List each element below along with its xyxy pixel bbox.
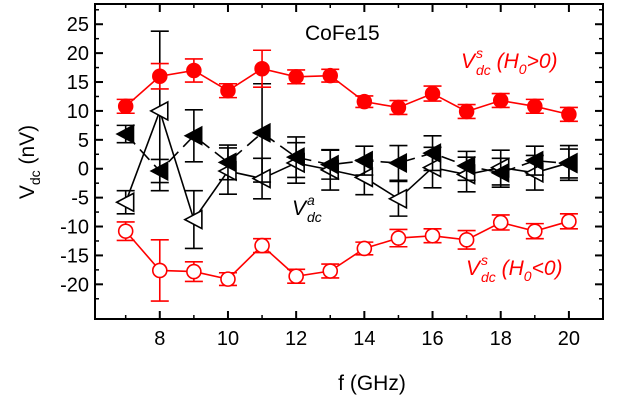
y-tick-label: -10 bbox=[60, 217, 89, 239]
x-tick-label: 12 bbox=[285, 328, 307, 350]
data-point bbox=[422, 143, 442, 164]
data-point bbox=[322, 67, 338, 84]
data-point bbox=[254, 60, 270, 77]
plot-frame bbox=[94, 3, 604, 320]
data-point bbox=[424, 227, 441, 244]
data-point bbox=[492, 214, 509, 231]
y-tick-label: 0 bbox=[78, 159, 89, 181]
data-point bbox=[524, 150, 544, 171]
data-point bbox=[115, 124, 135, 145]
x-tick-label: 20 bbox=[558, 328, 580, 350]
vs-pos-rest-sub: 0 bbox=[519, 61, 527, 77]
y-tick-label: -15 bbox=[60, 245, 89, 267]
axis-tick-labels: 8 10 12 14 16 18 20 -20 -15 -10 -5 0 5 10 15 20 25 bbox=[60, 14, 580, 350]
y-tick-label: 25 bbox=[67, 14, 89, 36]
x-axis-title: f (GHz) bbox=[338, 372, 406, 395]
data-point bbox=[354, 150, 373, 171]
vs-pos-rest: (H bbox=[491, 50, 520, 73]
vs-neg-rest: (H bbox=[496, 257, 525, 280]
y-axis-title: Vdc (nV) bbox=[16, 125, 43, 199]
data-point bbox=[387, 188, 408, 210]
data-point bbox=[220, 82, 236, 99]
vs-neg-sub: dc bbox=[481, 269, 496, 285]
series-va-filled bbox=[115, 82, 578, 189]
x-tick-label: 18 bbox=[490, 328, 512, 350]
data-point bbox=[288, 268, 304, 285]
data-point bbox=[424, 85, 441, 102]
y-tick-label: 5 bbox=[78, 130, 89, 152]
data-point bbox=[114, 191, 135, 213]
series-layer bbox=[114, 30, 578, 302]
x-tick-label: 16 bbox=[421, 328, 443, 350]
vs-neg-base: V bbox=[466, 257, 482, 280]
data-point bbox=[251, 122, 271, 143]
legend-label-vs-negative: Vs dc (H0<0) bbox=[466, 252, 563, 285]
data-point bbox=[149, 100, 169, 122]
vs-neg-rest-sub: 0 bbox=[524, 268, 532, 284]
x-tick-label: 8 bbox=[154, 328, 165, 350]
data-point bbox=[492, 92, 509, 109]
data-point bbox=[388, 152, 408, 173]
x-tick-label: 14 bbox=[353, 328, 375, 350]
data-point bbox=[390, 99, 407, 116]
x-tick-label: 10 bbox=[217, 328, 239, 350]
data-point bbox=[186, 263, 202, 280]
data-point bbox=[390, 230, 407, 246]
y-axis-title-sub: dc bbox=[27, 170, 43, 185]
y-axis-title-main: V bbox=[16, 185, 39, 199]
series-vs-neg bbox=[116, 213, 578, 302]
y-tick-label: 15 bbox=[67, 72, 89, 94]
data-point bbox=[319, 154, 339, 175]
y-tick-label: 10 bbox=[67, 101, 89, 123]
y-tick-label: -20 bbox=[60, 274, 89, 296]
data-point bbox=[220, 271, 236, 287]
vs-neg-sup: s bbox=[481, 252, 488, 268]
data-point bbox=[183, 125, 203, 146]
data-point bbox=[458, 232, 475, 248]
data-point bbox=[558, 153, 578, 174]
plot-area bbox=[94, 3, 604, 320]
data-point bbox=[356, 240, 373, 257]
data-point bbox=[149, 161, 169, 182]
data-point bbox=[561, 106, 577, 123]
vs-pos-sup: s bbox=[476, 45, 483, 61]
data-point bbox=[117, 98, 134, 115]
data-point bbox=[151, 262, 168, 279]
series-vs-pos bbox=[116, 49, 578, 123]
vs-pos-base: V bbox=[461, 50, 477, 73]
y-tick-label: -5 bbox=[71, 188, 89, 210]
data-point bbox=[285, 147, 305, 168]
axis-ticks bbox=[95, 4, 604, 319]
data-point bbox=[527, 98, 543, 115]
y-axis-title-unit: (nV) bbox=[16, 125, 39, 171]
y-tick-label: 20 bbox=[67, 43, 89, 65]
data-point bbox=[561, 213, 577, 230]
data-point bbox=[254, 237, 270, 254]
vs-neg-tail: <0) bbox=[532, 257, 563, 280]
legend-label-va: Va dc bbox=[292, 192, 322, 225]
data-point bbox=[117, 223, 134, 239]
data-point bbox=[217, 152, 237, 173]
vs-pos-tail: >0) bbox=[527, 50, 558, 73]
va-sup: a bbox=[307, 192, 315, 208]
data-point bbox=[490, 162, 510, 183]
data-point bbox=[356, 93, 373, 110]
data-point bbox=[456, 155, 476, 176]
data-point bbox=[458, 103, 475, 120]
data-point bbox=[186, 62, 202, 79]
vs-pos-sub: dc bbox=[476, 62, 491, 78]
va-base: V bbox=[292, 197, 308, 220]
data-point bbox=[152, 68, 168, 84]
va-sub: dc bbox=[307, 209, 322, 225]
data-point bbox=[322, 263, 339, 279]
chart-title: CoFe15 bbox=[305, 22, 380, 45]
data-point bbox=[288, 69, 304, 85]
data-point bbox=[183, 209, 203, 230]
data-point bbox=[527, 223, 543, 239]
legend-label-vs-positive: Vs dc (H0>0) bbox=[461, 45, 558, 78]
